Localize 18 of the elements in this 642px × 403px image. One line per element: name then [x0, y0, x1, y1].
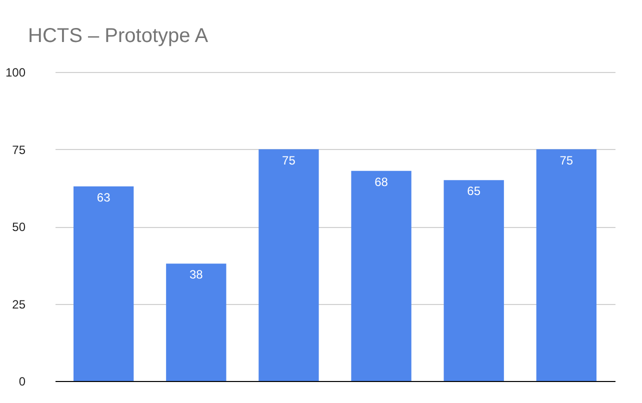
bar: [166, 264, 226, 381]
bar: [536, 149, 596, 381]
bar: [258, 149, 319, 381]
data-label: 63: [96, 190, 111, 204]
bar: [74, 186, 134, 381]
y-tick-label: 25: [12, 297, 26, 312]
y-tick-label: 50: [12, 220, 26, 234]
chart-title: HCTS – Prototype A: [28, 25, 209, 47]
bar: [444, 180, 504, 381]
data-label: 75: [560, 153, 574, 168]
bar: [351, 170, 412, 381]
data-label: 38: [189, 268, 204, 282]
data-label: 75: [282, 153, 296, 168]
data-label: 68: [374, 174, 388, 189]
data-label: 65: [467, 184, 481, 198]
y-tick-label: 100: [5, 66, 26, 80]
y-tick-label: 0: [18, 374, 26, 388]
y-tick-label: 75: [12, 142, 26, 157]
